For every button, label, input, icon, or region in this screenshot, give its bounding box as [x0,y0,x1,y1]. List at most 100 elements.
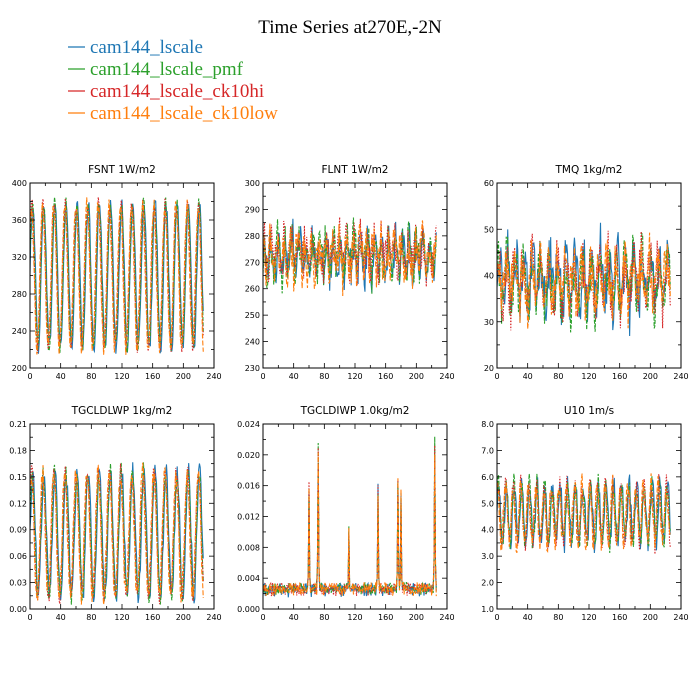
y-tick-label: 50 [484,225,494,234]
y-tick-label: 60 [484,179,494,188]
series-line [263,452,437,597]
x-tick-label: 120 [347,613,362,622]
y-tick-label: 0.016 [237,482,260,491]
y-tick-label: 0.020 [237,451,260,460]
panel-title: TGCLDLWP 1kg/m2 [71,405,173,417]
y-tick-label: 30 [484,318,494,327]
series-group [30,462,204,605]
x-tick-label: 240 [206,613,221,622]
y-tick-label: 400 [12,179,27,188]
x-tick-label: 160 [612,613,627,622]
panel-title: TMQ 1kg/m2 [555,164,623,176]
chart-panel: TGCLDIWP 1.0kg/m2 0 40 80 120 160 200 240 0.000 0… [237,405,455,622]
x-tick-label: 240 [673,372,688,381]
legend-item: cam144_lscale_ck10hi [68,81,264,102]
series-group [263,436,437,598]
x-tick-label: 40 [56,372,66,381]
y-tick-label: 240 [12,327,27,336]
x-tick-label: 40 [56,613,66,622]
y-tick-label: 360 [12,216,27,225]
x-tick-label: 0 [494,372,499,381]
y-tick-label: 20 [484,364,494,373]
series-group [497,222,671,337]
y-tick-label: 0.008 [237,543,260,552]
x-tick-label: 80 [86,372,96,381]
y-tick-label: 230 [245,364,260,373]
y-tick-label: 0.024 [237,420,260,429]
legend-label: cam144_lscale_ck10low [90,103,278,124]
figure-title: Time Series at270E,-2N [258,17,442,38]
y-tick-label: 0.004 [237,574,260,583]
x-tick-label: 0 [27,372,32,381]
x-tick-label: 160 [145,372,160,381]
y-tick-label: 200 [12,364,27,373]
legend-label: cam144_lscale_ck10hi [90,81,264,102]
panel-title: U10 1m/s [564,405,614,417]
x-tick-label: 240 [206,372,221,381]
x-tick-label: 120 [114,372,129,381]
y-tick-label: 2.0 [481,579,494,588]
x-tick-label: 0 [260,372,265,381]
series-line [30,197,204,355]
x-tick-label: 120 [114,613,129,622]
y-tick-label: 0.18 [9,446,27,455]
legend-label: cam144_lscale_pmf [90,59,244,80]
y-tick-label: 1.0 [481,605,494,614]
x-tick-label: 200 [409,372,424,381]
y-tick-label: 8.0 [481,420,494,429]
legend-item: cam144_lscale_pmf [68,59,244,80]
legend: cam144_lscale cam144_lscale_pmf cam144_l… [68,37,278,124]
x-tick-label: 120 [581,613,596,622]
chart-panel: FLNT 1W/m2 0 40 80 120 160 200 240 230 240 250 260 2… [245,164,455,381]
x-tick-label: 80 [553,372,563,381]
x-tick-label: 200 [409,613,424,622]
chart-panel: FSNT 1W/m2 0 40 80 120 160 200 240 200 240 280 320 3… [12,164,222,381]
panel-title: TGCLDIWP 1.0kg/m2 [300,405,410,417]
y-tick-label: 0.03 [9,579,27,588]
x-tick-label: 200 [643,613,658,622]
legend-label: cam144_lscale [90,37,203,58]
x-tick-label: 200 [176,613,191,622]
series-group [263,217,437,296]
x-tick-label: 200 [176,372,191,381]
panel-title: FSNT 1W/m2 [88,164,156,176]
y-tick-label: 0.12 [9,499,27,508]
y-tick-label: 280 [12,290,27,299]
y-tick-label: 0.000 [237,605,260,614]
x-tick-label: 80 [86,613,96,622]
x-tick-label: 40 [523,372,533,381]
series-group [30,197,204,355]
series-line [497,473,671,554]
y-tick-label: 4.0 [481,526,494,535]
legend-item: cam144_lscale [68,37,203,58]
x-tick-label: 240 [673,613,688,622]
chart-panel: TGCLDLWP 1kg/m2 0 40 80 120 160 200 240 0.00 0.03… [9,405,221,622]
chart-panel: TMQ 1kg/m2 0 40 80 120 160 200 240 20 30 40 50 60 [484,164,689,381]
series-line [497,232,671,330]
y-tick-label: 280 [245,232,260,241]
x-tick-label: 0 [494,613,499,622]
legend-item: cam144_lscale_ck10low [68,103,278,124]
y-tick-label: 0.09 [9,526,27,535]
y-tick-label: 40 [484,272,494,281]
y-tick-label: 0.21 [9,420,27,429]
x-tick-label: 0 [260,613,265,622]
y-tick-label: 0.012 [237,513,260,522]
y-tick-label: 270 [245,258,260,267]
y-tick-label: 0.06 [9,552,27,561]
x-tick-label: 80 [319,613,329,622]
y-tick-label: 6.0 [481,473,494,482]
y-tick-label: 300 [245,179,260,188]
x-tick-label: 160 [145,613,160,622]
x-tick-label: 120 [347,372,362,381]
y-tick-label: 0.15 [9,473,27,482]
y-tick-label: 5.0 [481,499,494,508]
x-tick-label: 0 [27,613,32,622]
x-tick-label: 200 [643,372,658,381]
x-tick-label: 40 [523,613,533,622]
panel-title: FLNT 1W/m2 [321,164,388,176]
y-tick-label: 260 [245,285,260,294]
plot-frame [262,423,448,610]
x-tick-label: 40 [289,372,299,381]
x-tick-label: 120 [581,372,596,381]
